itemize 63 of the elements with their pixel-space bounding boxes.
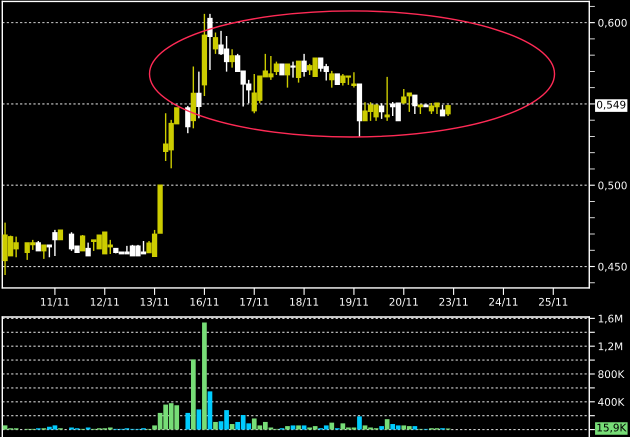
candlestick xyxy=(58,230,64,240)
bar xyxy=(384,419,390,430)
x-tick-label: 24/11 xyxy=(489,298,518,307)
bar xyxy=(296,425,301,430)
bar xyxy=(208,391,212,430)
bar xyxy=(185,412,190,430)
candlestick xyxy=(406,92,412,113)
x-tick-label: 18/11 xyxy=(290,298,318,307)
candlestick xyxy=(196,70,202,119)
candlestick xyxy=(52,229,58,257)
candlestick xyxy=(334,73,340,85)
x-tick-label: 16/11 xyxy=(190,298,218,307)
candlestick xyxy=(80,234,86,252)
y-tick-label: 400K xyxy=(598,398,625,406)
candlestick xyxy=(290,60,296,78)
x-tick-label: 17/11 xyxy=(240,298,268,307)
text: 15,9K xyxy=(597,424,627,433)
candlestick xyxy=(418,104,424,115)
bar xyxy=(379,426,384,430)
x-tick-label: 19/11 xyxy=(340,298,368,307)
bar xyxy=(412,426,418,430)
x-tick-label: 23/11 xyxy=(439,298,468,307)
x-tick-label: 12/11 xyxy=(90,298,119,307)
bar xyxy=(285,426,290,430)
y-tick-label: 0,600 xyxy=(598,18,627,28)
candlestick xyxy=(412,94,418,115)
bar xyxy=(230,424,234,430)
candlestick xyxy=(279,64,285,76)
candlestick xyxy=(384,76,390,122)
y-tick-label: 800K xyxy=(598,370,625,378)
candlestick xyxy=(401,88,406,105)
candlestick xyxy=(274,60,280,76)
text: 0,549 xyxy=(597,100,626,110)
y-tick-label: 1,6M xyxy=(598,314,622,324)
candlestick xyxy=(440,104,446,117)
y-tick-label: 0,500 xyxy=(598,181,627,190)
bar xyxy=(290,425,296,430)
candlestick xyxy=(85,242,91,257)
x-tick-label: 20/11 xyxy=(390,298,418,307)
candlestick xyxy=(284,63,290,88)
candlestick xyxy=(296,60,302,84)
x-tick-label: 25/11 xyxy=(539,298,568,307)
candlestick xyxy=(301,53,307,78)
x-tick-label: 13/11 xyxy=(140,298,169,307)
bar xyxy=(190,359,196,430)
y-tick-label: 0,450 xyxy=(598,262,627,272)
bar xyxy=(202,322,207,430)
bar xyxy=(329,422,334,430)
candlestick xyxy=(329,70,334,88)
candlestick xyxy=(36,240,41,252)
candlestick xyxy=(212,32,218,55)
candlestick xyxy=(46,244,52,258)
y-tick-label: 1,2M xyxy=(598,342,622,352)
candlestick xyxy=(41,244,46,260)
bar xyxy=(357,416,362,430)
candlestick xyxy=(378,102,384,120)
bar xyxy=(302,425,306,430)
candlestick xyxy=(351,72,357,88)
x-tick-label: 11/11 xyxy=(41,298,69,307)
bar xyxy=(213,422,218,430)
candlestick xyxy=(185,105,190,134)
candlestick xyxy=(229,48,235,68)
bar xyxy=(196,409,202,430)
